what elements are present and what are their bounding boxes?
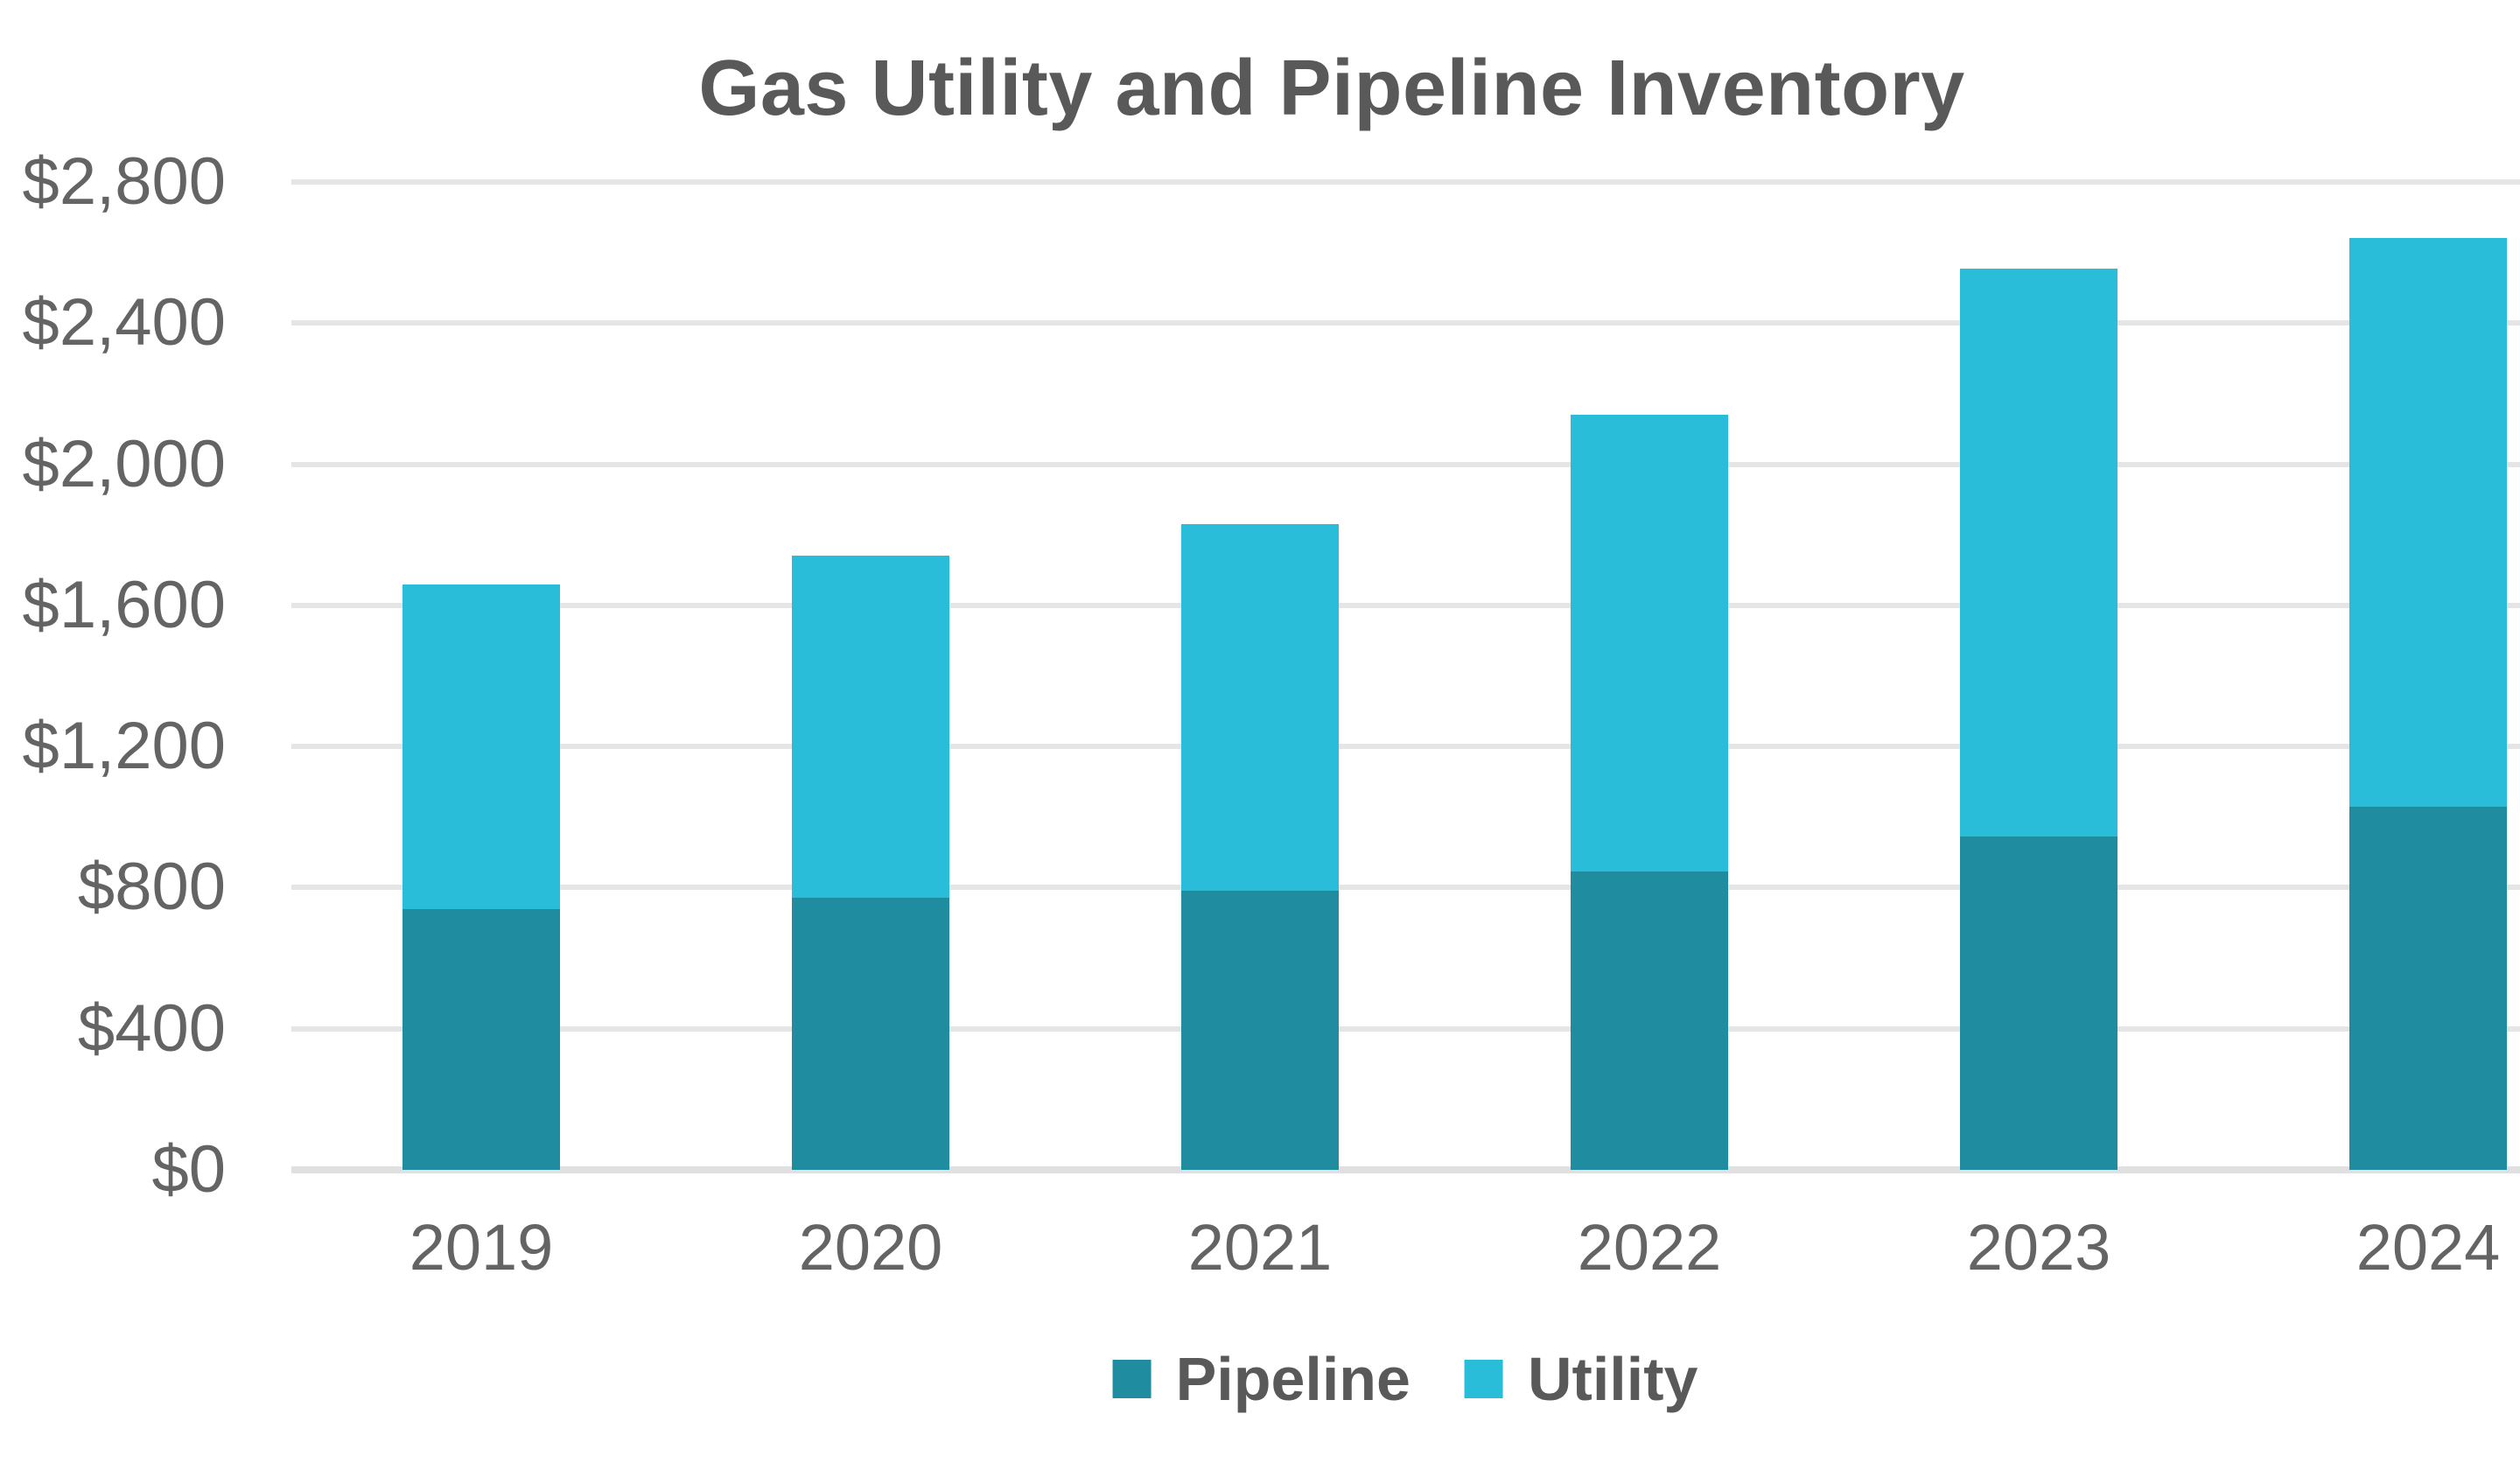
- bar-segment-utility-2024[interactable]: [2349, 238, 2507, 807]
- legend-item-pipeline[interactable]: Pipeline: [1112, 1344, 1410, 1414]
- x-axis-tick-label: 2020: [798, 1211, 943, 1284]
- y-axis-tick-label: $2,400: [22, 285, 226, 360]
- bar-segment-pipeline-2022[interactable]: [1571, 872, 1728, 1170]
- x-axis-tick-label: 2023: [1966, 1211, 2111, 1284]
- bar-segment-pipeline-2019[interactable]: [402, 908, 560, 1170]
- bar-segment-pipeline-2020[interactable]: [792, 898, 949, 1170]
- y-axis-tick-label: $0: [151, 1132, 226, 1207]
- legend-swatch-utility: [1464, 1360, 1503, 1398]
- gridline: [291, 320, 2520, 326]
- gridline: [291, 461, 2520, 467]
- bar-segment-pipeline-2021[interactable]: [1181, 891, 1339, 1170]
- bar-segment-utility-2022[interactable]: [1571, 415, 1728, 872]
- y-axis-tick-label: $2,000: [22, 426, 226, 501]
- y-axis-tick-label: $2,800: [22, 144, 226, 219]
- x-axis-tick-label: 2022: [1577, 1211, 1722, 1284]
- bar-segment-utility-2023[interactable]: [1960, 268, 2118, 836]
- legend-label: Utility: [1527, 1345, 1698, 1413]
- x-axis-line: [291, 1166, 2520, 1173]
- bar-segment-pipeline-2023[interactable]: [1960, 836, 2118, 1170]
- bar-segment-utility-2019[interactable]: [402, 584, 560, 909]
- y-axis-tick-label: $1,200: [22, 709, 226, 784]
- chart-title: Gas Utility and Pipeline Inventory: [698, 45, 1965, 132]
- y-axis-tick-label: $400: [77, 990, 226, 1066]
- x-axis-tick-label: 2021: [1187, 1211, 1333, 1284]
- x-axis-tick-label: 2024: [2356, 1211, 2501, 1284]
- bar-segment-utility-2021[interactable]: [1181, 524, 1339, 892]
- legend-item-utility[interactable]: Utility: [1464, 1344, 1698, 1414]
- bar-segment-utility-2020[interactable]: [792, 556, 949, 899]
- gridline: [291, 1026, 2520, 1032]
- gridline: [291, 744, 2520, 750]
- legend-swatch-pipeline: [1112, 1360, 1152, 1398]
- y-axis-tick-label: $800: [77, 850, 226, 925]
- legend-label: Pipeline: [1175, 1345, 1410, 1413]
- x-axis-tick-label: 2019: [409, 1211, 554, 1284]
- legend: Pipeline Utility: [1112, 1344, 1698, 1414]
- bar-segment-pipeline-2024[interactable]: [2349, 806, 2507, 1170]
- y-axis-tick-label: $1,600: [22, 567, 226, 642]
- gridline: [291, 178, 2520, 185]
- gridline: [291, 885, 2520, 891]
- gridline: [291, 602, 2520, 608]
